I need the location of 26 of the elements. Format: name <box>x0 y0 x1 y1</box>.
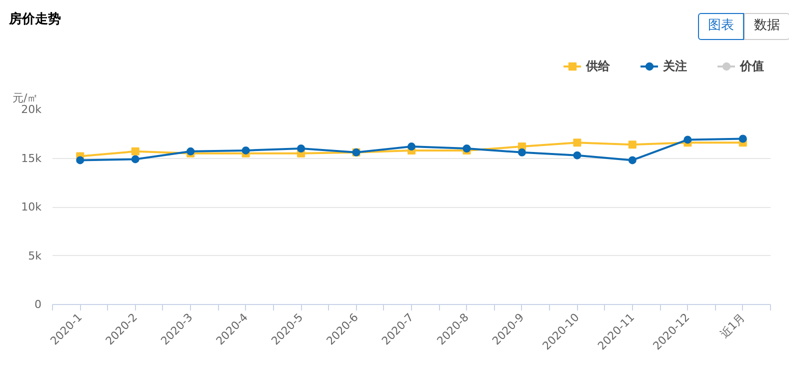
y-axis-title: 元/㎡ <box>12 92 38 104</box>
point <box>738 134 747 143</box>
point <box>628 140 636 149</box>
text: 数据 <box>744 13 789 40</box>
point <box>573 151 582 160</box>
point <box>76 156 84 164</box>
legend-label: 供给 <box>586 58 610 74</box>
point <box>628 156 636 164</box>
point <box>131 155 140 164</box>
y-tick-label: 15k <box>21 152 42 165</box>
point <box>408 142 416 151</box>
legend-label: 关注 <box>663 58 687 74</box>
point <box>297 144 306 152</box>
x-tick-label: 近1月 <box>718 310 748 341</box>
chart-title: 房价走势 <box>9 11 61 29</box>
y-tick-label: 5k <box>28 249 42 262</box>
point <box>573 138 582 147</box>
point <box>131 147 140 156</box>
y-tick-label: 20k <box>21 103 42 116</box>
legend-label: 价值 <box>740 58 764 74</box>
point <box>242 146 250 154</box>
point <box>684 136 692 144</box>
y-tick-label: 0 <box>34 298 42 311</box>
text: 图表 <box>698 13 744 40</box>
point <box>518 148 526 156</box>
y-tick-label: 10k <box>21 200 42 214</box>
